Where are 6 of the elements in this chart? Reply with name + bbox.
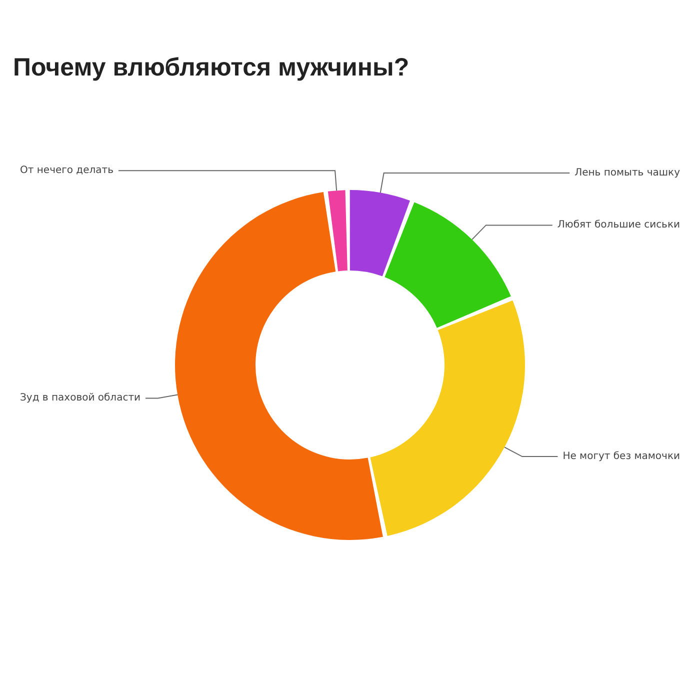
slice-label: Лень помыть чашку	[574, 167, 680, 178]
slice-label: Любят большие сиськи	[557, 220, 680, 231]
slice-label: От нечего делать	[20, 165, 114, 176]
slice-label: Зуд в паховой области	[20, 392, 141, 404]
slice-label: Не могут без мамочки	[562, 451, 680, 462]
chart-title: Почему влюбляются мужчины?	[13, 54, 410, 82]
